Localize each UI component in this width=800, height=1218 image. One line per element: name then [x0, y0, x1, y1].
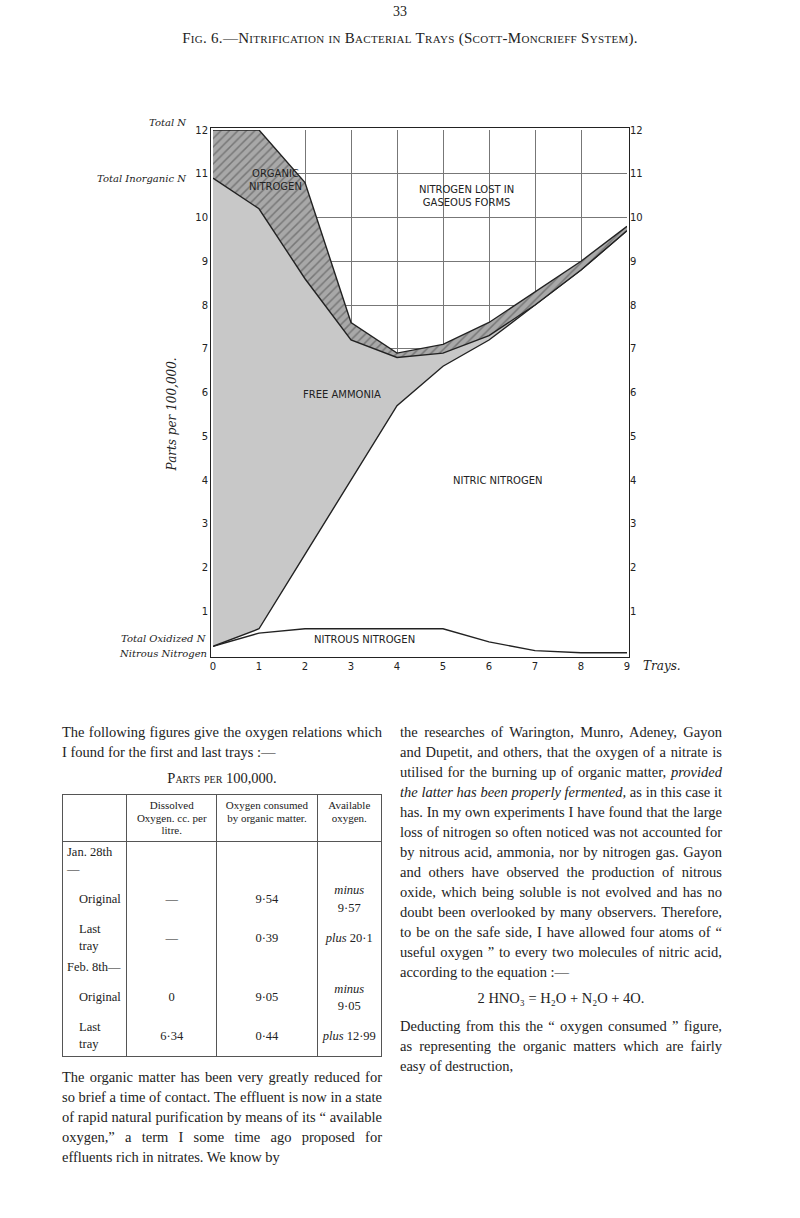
html-text:Original: Original	[79, 892, 121, 906]
svg-text:ORGANICNITROGEN: ORGANICNITROGEN	[249, 168, 302, 192]
svg-text:12: 12	[195, 125, 208, 136]
html-text:minus: minus	[334, 883, 365, 898]
html-text:2 HNO₃ = H₂O + N₂O + 4O.: 2 HNO₃ = H₂O + N₂O + 4O.	[477, 990, 645, 1006]
svg-text:9: 9	[630, 256, 636, 267]
svg-text:6: 6	[630, 387, 636, 398]
svg-text:Total N: Total N	[149, 117, 187, 128]
svg-text:10: 10	[630, 212, 643, 223]
svg-text:8: 8	[578, 661, 584, 672]
svg-text:0: 0	[210, 661, 216, 672]
html-text:minus: minus	[334, 981, 365, 996]
html-text:9·05: 9·05	[255, 990, 279, 1005]
html-text:0: 0	[168, 990, 175, 1005]
svg-text:4: 4	[202, 475, 208, 486]
svg-text:7: 7	[532, 661, 538, 672]
svg-text:1: 1	[630, 606, 636, 617]
html-text:Available oxygen.: Available oxygen.	[328, 799, 371, 824]
html-text:0·44: 0·44	[255, 1028, 279, 1043]
html-text:Feb. 8th—: Feb. 8th—	[67, 960, 121, 975]
svg-text:4: 4	[394, 661, 400, 672]
html-text:Original: Original	[79, 990, 121, 1005]
svg-text:8: 8	[630, 300, 636, 311]
svg-text:2: 2	[202, 562, 208, 573]
html-text:33: 33	[393, 4, 407, 19]
svg-text:1: 1	[256, 661, 262, 672]
svg-text:3: 3	[202, 518, 208, 529]
html-text:Fig. 6.—Nitrification in Bacte: Fig. 6.—Nitrification in Bacterial Trays…	[182, 30, 638, 46]
html-text:Deducting from this the “ oxyg: Deducting from this the “ oxygen consume…	[400, 1018, 722, 1074]
svg-text:5: 5	[440, 661, 446, 672]
svg-text:7: 7	[202, 343, 208, 354]
svg-text:2: 2	[302, 661, 308, 672]
svg-text:Total Inorganic N: Total Inorganic N	[97, 173, 187, 184]
svg-text:6: 6	[202, 387, 208, 398]
html-text:Dissolved Oxygen. cc. per litr: Dissolved Oxygen. cc. per litre.	[136, 799, 207, 837]
html-text:Jan. 28th—: Jan. 28th—	[67, 844, 113, 877]
svg-text:1: 1	[202, 606, 208, 617]
html-text:The following figures give the: The following figures give the oxygen re…	[62, 724, 382, 760]
svg-text:8: 8	[202, 300, 208, 311]
svg-text:6: 6	[486, 661, 492, 672]
svg-text:2: 2	[630, 562, 636, 573]
html-text:plus 20·1: plus 20·1	[325, 930, 373, 945]
html-text:9·57: 9·57	[337, 900, 361, 915]
svg-text:9: 9	[202, 256, 208, 267]
svg-text:Nitrous Nitrogen: Nitrous Nitrogen	[119, 648, 207, 659]
svg-text:11: 11	[195, 168, 208, 179]
svg-text:12: 12	[630, 125, 643, 136]
html-text:the researches of Warington, M: the researches of Warington, Munro, Aden…	[400, 724, 722, 980]
html-text:0·39: 0·39	[255, 930, 279, 945]
svg-text:5: 5	[630, 431, 636, 442]
html-text:Parts per 100,000.: Parts per 100,000.	[167, 770, 277, 786]
svg-text:4: 4	[630, 475, 636, 486]
html-text:Last tray: Last tray	[79, 1020, 101, 1052]
svg-text:Total Oxidized N: Total Oxidized N	[121, 633, 207, 644]
svg-text:3: 3	[348, 661, 354, 672]
svg-text:10: 10	[195, 212, 208, 223]
svg-text:NITROUS NITROGEN: NITROUS NITROGEN	[314, 634, 415, 645]
html-text:Last tray: Last tray	[79, 921, 101, 954]
html-text:plus 12·99: plus 12·99	[322, 1028, 376, 1043]
html-text:9·54: 9·54	[255, 892, 279, 906]
svg-text:Trays.: Trays.	[643, 659, 681, 673]
svg-text:FREE AMMONIA: FREE AMMONIA	[303, 389, 381, 400]
html-text:9·05: 9·05	[337, 998, 361, 1013]
html-text:6·34: 6·34	[160, 1028, 184, 1043]
svg-text:11: 11	[630, 168, 643, 179]
svg-text:Parts per 100,000.: Parts per 100,000.	[165, 357, 179, 471]
svg-text:NITRIC NITROGEN: NITRIC NITROGEN	[453, 475, 543, 486]
svg-text:NITROGEN LOST INGASEOUS FORMS: NITROGEN LOST INGASEOUS FORMS	[419, 184, 514, 208]
svg-text:9: 9	[624, 661, 630, 672]
html-text:Oxygen consumed by organic mat: Oxygen consumed by organic matter.	[225, 799, 308, 824]
svg-text:5: 5	[202, 431, 208, 442]
svg-text:3: 3	[630, 518, 636, 529]
html-text:The organic matter has been ve: The organic matter has been very greatly…	[62, 1068, 382, 1165]
svg-text:7: 7	[630, 343, 636, 354]
